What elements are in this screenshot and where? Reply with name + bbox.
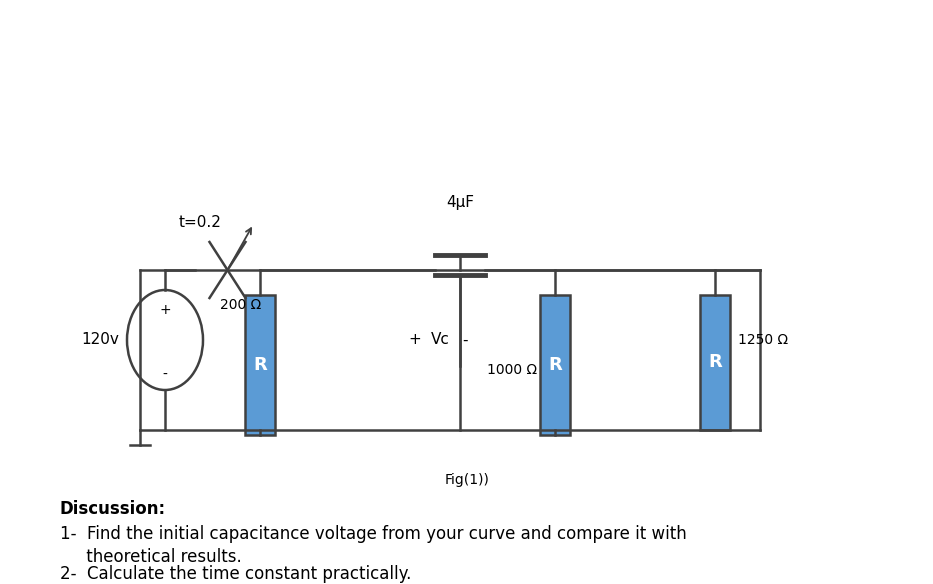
Text: R: R <box>253 356 267 374</box>
Text: R: R <box>548 356 562 374</box>
Text: 120v: 120v <box>81 332 118 347</box>
Text: R: R <box>708 353 722 371</box>
Bar <box>540 295 570 435</box>
Text: Discussion:: Discussion: <box>60 500 166 518</box>
Text: 1250 Ω: 1250 Ω <box>738 333 788 347</box>
Text: 2-  Calculate the time constant practically.: 2- Calculate the time constant practical… <box>60 565 411 583</box>
Text: t=0.2: t=0.2 <box>178 215 221 230</box>
Text: -: - <box>462 332 467 347</box>
Text: Fig(1)): Fig(1)) <box>444 473 490 487</box>
Bar <box>700 295 730 430</box>
Text: 200 Ω: 200 Ω <box>220 298 261 312</box>
Text: 1-  Find the initial capacitance voltage from your curve and compare it with: 1- Find the initial capacitance voltage … <box>60 525 687 543</box>
Text: -: - <box>162 368 167 382</box>
Bar <box>245 295 275 435</box>
Text: theoretical results.: theoretical results. <box>60 548 242 566</box>
Text: 4μF: 4μF <box>446 195 474 210</box>
Text: Vc: Vc <box>430 332 450 347</box>
Text: 1000 Ω: 1000 Ω <box>487 363 537 377</box>
Text: +: + <box>409 332 422 347</box>
Text: +: + <box>160 303 171 317</box>
